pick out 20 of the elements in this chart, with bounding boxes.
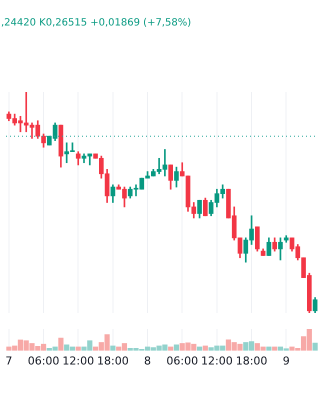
x-tick-label: 06:00 <box>166 354 198 368</box>
bar <box>76 346 81 351</box>
x-tick-label: 18:00 <box>97 354 129 368</box>
x-tick-label: 7 <box>5 354 12 368</box>
x-tick-label: 12:00 <box>201 354 233 368</box>
x-tick-label: 18:00 <box>236 354 268 368</box>
bar <box>266 346 272 351</box>
x-tick-label: 9 <box>282 354 290 368</box>
bar <box>272 346 278 351</box>
bar <box>202 346 208 351</box>
bar <box>174 344 180 351</box>
bar <box>110 346 116 351</box>
text: ,24420 K0,26515 +0,01869 (+7,58%) <box>1 18 192 29</box>
x-tick-label: 8 <box>144 354 152 368</box>
bar <box>58 338 64 351</box>
bar <box>196 346 202 351</box>
x-tick-label: 12:00 <box>62 354 94 368</box>
x-tick-label: 06:00 <box>28 354 60 368</box>
bar <box>312 342 318 351</box>
bar <box>168 346 174 351</box>
